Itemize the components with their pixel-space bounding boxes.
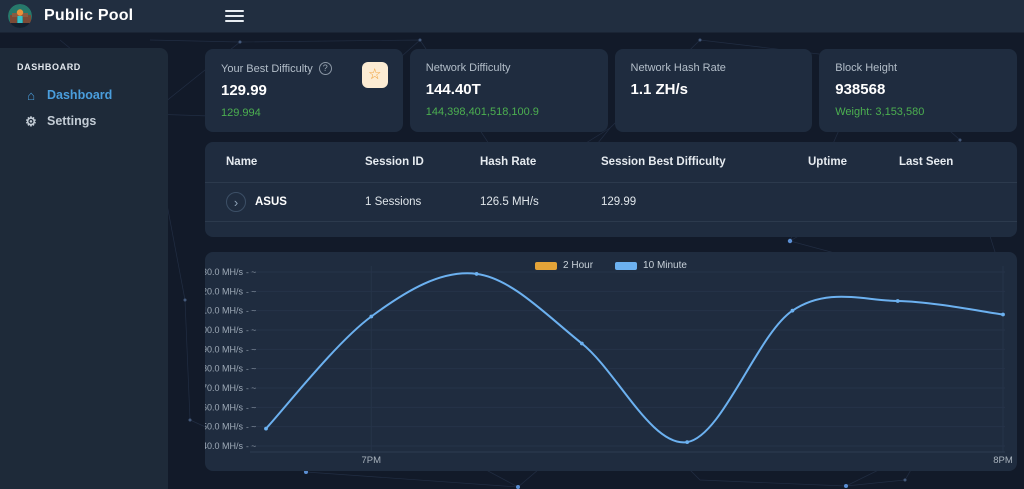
sidebar-item-label: Dashboard: [47, 88, 113, 102]
sidebar-section-label: DASHBOARD: [17, 62, 81, 72]
gear-icon: ⚙: [25, 113, 37, 129]
legend-item-2-hour[interactable]: 2 Hour: [535, 260, 593, 271]
svg-text:100.0 MH/s: 100.0 MH/s: [205, 325, 243, 335]
card-network-hashrate: Network Hash Rate 1.1 ZH/s: [614, 49, 813, 132]
svg-text:70.0 MH/s: 70.0 MH/s: [205, 383, 243, 393]
card-subvalue: [631, 106, 797, 118]
table-row: › ASUS 1 Sessions 126.5 MH/s 129.99: [205, 183, 1017, 222]
card-label: Your Best Difficulty: [221, 62, 313, 75]
svg-text:- ~: - ~: [246, 402, 256, 412]
svg-text:130.0 MH/s: 130.0 MH/s: [205, 267, 243, 277]
svg-text:8PM: 8PM: [993, 455, 1013, 466]
card-network-difficulty: Network Difficulty 144.40T 144,398,401,5…: [409, 49, 608, 132]
legend-swatch: [535, 261, 558, 270]
col-header-name: Name: [226, 156, 258, 168]
card-value: 1.1 ZH/s: [630, 81, 689, 98]
star-button[interactable]: ☆: [361, 62, 388, 88]
legend-label: 10 Minute: [643, 260, 687, 271]
card-subvalue: Weight: 3,153,580: [835, 106, 925, 118]
svg-text:- ~: - ~: [246, 306, 256, 316]
svg-text:80.0 MH/s: 80.0 MH/s: [205, 364, 243, 374]
svg-text:- ~: - ~: [246, 441, 256, 451]
card-value: 938568: [835, 81, 886, 98]
col-header-session-best-difficulty: Session Best Difficulty: [601, 156, 726, 168]
app-title: Public Pool: [44, 7, 134, 24]
sidebar-item-settings[interactable]: ⚙ Settings: [0, 108, 168, 134]
svg-text:110.0 MH/s: 110.0 MH/s: [205, 306, 243, 316]
card-subvalue: 144,398,401,518,100.9: [425, 106, 539, 118]
worker-name: ASUS: [255, 196, 287, 208]
col-header-last-seen: Last Seen: [899, 156, 954, 168]
sidebar-item-label: Settings: [47, 114, 97, 128]
card-value: 144.40T: [425, 81, 481, 98]
svg-text:- ~: - ~: [246, 267, 256, 277]
chart-legend: 2 Hour 10 Minute: [205, 260, 1017, 271]
app-logo-icon: [8, 4, 32, 28]
legend-item-10-minute[interactable]: 10 Minute: [615, 260, 687, 271]
table-header-row: Name Session ID Hash Rate Session Best D…: [205, 142, 1017, 183]
expand-row-button[interactable]: ›: [226, 192, 246, 212]
menu-icon: [225, 10, 245, 12]
card-value: 129.99: [221, 82, 267, 99]
svg-text:- ~: - ~: [246, 364, 256, 374]
card-label: Network Hash Rate: [630, 62, 726, 74]
worker-hashrate: 126.5 MH/s: [480, 196, 539, 208]
card-best-difficulty: Your Best Difficulty ? ☆ 129.99 129.994: [205, 49, 403, 132]
legend-label: 2 Hour: [563, 260, 594, 271]
worker-best-difficulty: 129.99: [601, 196, 637, 208]
svg-text:40.0 MH/s: 40.0 MH/s: [205, 441, 243, 451]
card-subvalue: 129.994: [221, 107, 261, 119]
svg-text:- ~: - ~: [246, 344, 256, 354]
card-label: Block Height: [835, 62, 898, 74]
chevron-right-icon: ›: [233, 194, 239, 210]
col-header-uptime: Uptime: [808, 156, 847, 168]
app-header: Public Pool: [0, 0, 1024, 33]
svg-text:90.0 MH/s: 90.0 MH/s: [205, 344, 243, 354]
svg-text:- ~: - ~: [246, 325, 256, 335]
svg-text:60.0 MH/s: 60.0 MH/s: [205, 402, 243, 412]
sidebar-item-dashboard[interactable]: ⌂ Dashboard: [0, 82, 168, 108]
svg-text:- ~: - ~: [246, 422, 256, 432]
svg-text:- ~: - ~: [246, 286, 256, 296]
card-label: Network Difficulty: [425, 62, 511, 74]
worker-sessions: 1 Sessions: [365, 196, 422, 208]
svg-text:- ~: - ~: [246, 383, 256, 393]
workers-table: Name Session ID Hash Rate Session Best D…: [205, 142, 1017, 237]
svg-text:50.0 MH/s: 50.0 MH/s: [205, 422, 243, 432]
col-header-session-id: Session ID: [365, 156, 424, 168]
menu-button[interactable]: [221, 6, 248, 26]
stat-cards: Your Best Difficulty ? ☆ 129.99 129.994 …: [205, 49, 1017, 132]
svg-text:7PM: 7PM: [362, 455, 382, 466]
card-block-height: Block Height 938568 Weight: 3,153,580: [819, 49, 1017, 132]
svg-text:120.0 MH/s: 120.0 MH/s: [205, 286, 243, 296]
help-icon[interactable]: ?: [318, 62, 332, 75]
hashrate-chart-panel: 2 Hour 10 Minute 130.0 MH/s- ~120.0 MH/s…: [205, 252, 1017, 471]
legend-swatch: [615, 261, 638, 270]
col-header-hash-rate: Hash Rate: [480, 156, 537, 168]
sidebar: DASHBOARD ⌂ Dashboard ⚙ Settings: [0, 48, 168, 489]
home-icon: ⌂: [27, 87, 35, 103]
hashrate-chart-svg[interactable]: 130.0 MH/s- ~120.0 MH/s- ~110.0 MH/s- ~1…: [205, 252, 1017, 471]
star-icon: ☆: [368, 66, 382, 83]
